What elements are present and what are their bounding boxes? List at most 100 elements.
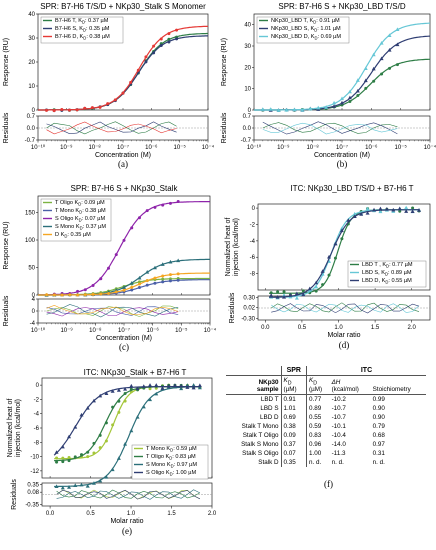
chart-d-point: [282, 290, 286, 294]
table-cell: 0.31: [372, 450, 385, 458]
chart-e-point: [85, 484, 90, 488]
table-cell: -10.7: [331, 414, 346, 422]
chart-b-res-label: Residuals: [221, 112, 228, 143]
chart-e-point: [135, 386, 140, 390]
table-row: Stalk T Mono 0.38 0.59 -10.1 0.79: [226, 422, 426, 432]
chart-c-point: [76, 293, 80, 297]
chart-e-series: [54, 383, 202, 500]
chart-e-series: [53, 383, 202, 500]
chart-d-residual-trace: [271, 303, 420, 314]
chart-d-point: [378, 206, 383, 211]
chart-e-point: [141, 384, 146, 388]
chart-b-point: [332, 104, 337, 108]
chart-e-point: [129, 387, 133, 391]
chart-a-point: [152, 51, 156, 55]
chart-e-point: [67, 485, 72, 489]
group-header-spr: SPR: [281, 366, 308, 376]
chart-e-legend-label: T Mono KD: 0.59 µM: [146, 446, 197, 453]
chart-e-point: [110, 389, 115, 393]
chart-d-legend-label: LBD S, KD: 0.89 µM: [362, 270, 412, 277]
chart-c-point: [145, 269, 150, 274]
chart-b-series: [254, 22, 431, 135]
chart-c-point: [153, 276, 157, 280]
col-header: Stoichiometry: [370, 375, 426, 396]
chart-e-point: [60, 444, 65, 449]
chart-d-ytick-label: -8: [250, 272, 256, 278]
chart-c-point: [114, 253, 118, 257]
chart-a-ytick-label: 0: [32, 108, 36, 114]
chart-c-xlabel: Concentration (M): [96, 335, 152, 342]
chart-b-point: [372, 79, 376, 83]
chart-a-xtick-label: 10⁻⁶: [145, 144, 158, 151]
chart-e-point: [111, 405, 115, 409]
chart-e-point: [67, 434, 72, 439]
chart-b-legend-label: NKp30_LBD S, KD: 1.01 µM: [271, 26, 341, 33]
chart-e-point: [91, 398, 96, 403]
chart-d-point: [397, 206, 402, 211]
chart-a-point: [167, 40, 171, 44]
table-cell: 0.83: [309, 432, 322, 440]
chart-c-point: [99, 277, 103, 281]
chart-a-title: SPR: B7-H6 T/S/D + NKp30_Stalk S Monomer: [40, 2, 206, 11]
chart-c-legend-label: T Mono KD: 0.38 µM: [55, 208, 106, 215]
chart-d-point: [269, 293, 274, 297]
chart-d-res-ytick-label: 0.02: [243, 305, 255, 311]
table-cell: -11.3: [331, 450, 346, 458]
chart-e-point: [141, 404, 146, 409]
chart-c-point: [145, 209, 149, 213]
chart-c-ytick-label: 100: [25, 238, 36, 244]
chart-c-point: [153, 205, 157, 209]
chart-d-point: [320, 269, 325, 273]
chart-b-point: [347, 95, 352, 100]
chart-b-point: [340, 100, 344, 105]
chart-a-xtick-label: 10⁻⁴: [202, 144, 215, 151]
table-cell: 0.59: [309, 423, 322, 431]
chart-e-point: [185, 383, 190, 387]
chart-c-point: [152, 265, 157, 270]
chart-c-point: [137, 275, 142, 280]
table-row: Stalk D 0.35 n. d. n. d. n. d.: [226, 458, 426, 468]
chart-e-point: [79, 412, 84, 417]
chart-e-point: [123, 399, 127, 403]
chart-e-point: [60, 485, 65, 490]
chart-a-xtick-label: 10⁻¹⁰: [31, 144, 46, 151]
table-cell: 0.97: [372, 441, 385, 449]
chart-a-xlabel: Concentration (M): [95, 152, 151, 159]
chart-d-ytick-label: -2: [250, 222, 256, 228]
chart-c: SPR: B7-H6 S + NKp30_Stalk05010015040-41…: [3, 184, 217, 352]
chart-c-xtick-label: 10⁻⁷: [118, 327, 130, 334]
chart-d: ITC: NKp30_LBD T/S/D + B7-H6 T 0 -2 -4 -6 -8 0…: [225, 184, 431, 350]
chart-b-point: [268, 107, 273, 111]
chart-d-point: [352, 214, 357, 219]
chart-c-residual-trace: [46, 304, 179, 315]
chart-e-point: [185, 385, 190, 389]
row-name-cell: Stalk T Mono: [226, 422, 282, 432]
chart-b-residual-trace: [262, 121, 398, 135]
chart-e-ylabel: Normalized heat ofinjection (kcal/mol): [7, 399, 22, 458]
col-header: KD (µM): [281, 375, 308, 396]
chart-e-xtick-label: 1.0: [127, 511, 136, 517]
table-cell: -14.0: [331, 441, 346, 449]
table-row: LBD D 0.69 0.55 -10.7 0.90: [226, 413, 426, 423]
chart-a-ytick-label: 30: [28, 36, 35, 42]
chart-d-point: [275, 294, 280, 299]
chart-a-point: [159, 44, 163, 48]
chart-e-point: [104, 439, 108, 443]
chart-d-res-label: Residuals: [229, 292, 236, 323]
chart-d-legend-label: LBD D, KD: 0.55 µM: [362, 278, 412, 285]
chart-c-residual-trace: [46, 304, 179, 318]
chart-e-series: [54, 383, 202, 500]
chart-e-point: [117, 410, 121, 414]
chart-c-point: [161, 277, 165, 281]
chart-c-xtick-label: 10⁻⁴: [204, 327, 217, 334]
chart-a-point: [106, 102, 110, 106]
chart-c-point: [130, 285, 134, 289]
chart-e-point: [92, 441, 96, 445]
chart-c-point: [91, 283, 95, 287]
chart-d-point: [352, 211, 357, 216]
chart-e-title: ITC: NKp30_Stalk + B7-H6 T: [84, 368, 187, 377]
chart-b-point: [284, 108, 289, 112]
chart-a-point: [144, 55, 148, 59]
chart-e-point: [123, 387, 128, 391]
